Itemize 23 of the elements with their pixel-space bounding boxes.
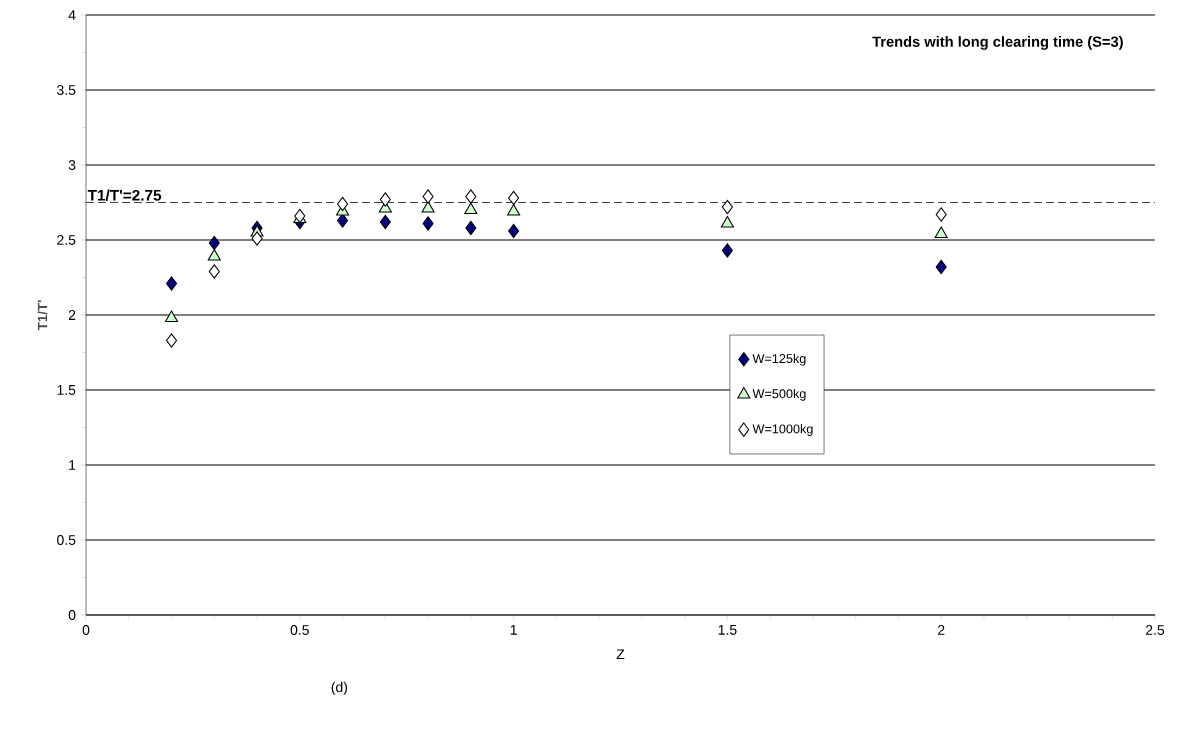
legend-label: W=500kg (752, 388, 806, 401)
y-tick-label: 0 (68, 610, 76, 620)
y-tick-label: 1 (69, 460, 76, 470)
y-tick-label: 3 (68, 160, 76, 170)
ref-line-label: T1/T'=2.75 (87, 189, 162, 201)
x-tick-label: 1 (510, 625, 517, 635)
x-tick-label: 0.5 (290, 625, 309, 635)
x-tick-label: 1.5 (718, 625, 737, 635)
x-axis-title: Z (616, 649, 625, 660)
x-tick-label: 2.5 (1145, 625, 1165, 635)
y-tick-label: 2.5 (57, 235, 76, 245)
legend-label: W=1000kg (752, 424, 813, 436)
text: (d) (331, 681, 348, 695)
x-tick-label: 0 (82, 625, 90, 635)
y-axis-title: T1/T' (37, 300, 48, 331)
y-tick-label: 2 (68, 310, 76, 320)
y-tick-label: 1.5 (57, 385, 76, 395)
legend-label: W=125kg (752, 353, 806, 366)
text: Trends with long clearing time (S=3) (872, 36, 1123, 50)
x-tick-label: 2 (938, 625, 945, 635)
y-tick-label: 3.5 (57, 85, 76, 95)
y-tick-label: 4 (68, 10, 76, 20)
y-tick-label: 0.5 (57, 535, 76, 545)
